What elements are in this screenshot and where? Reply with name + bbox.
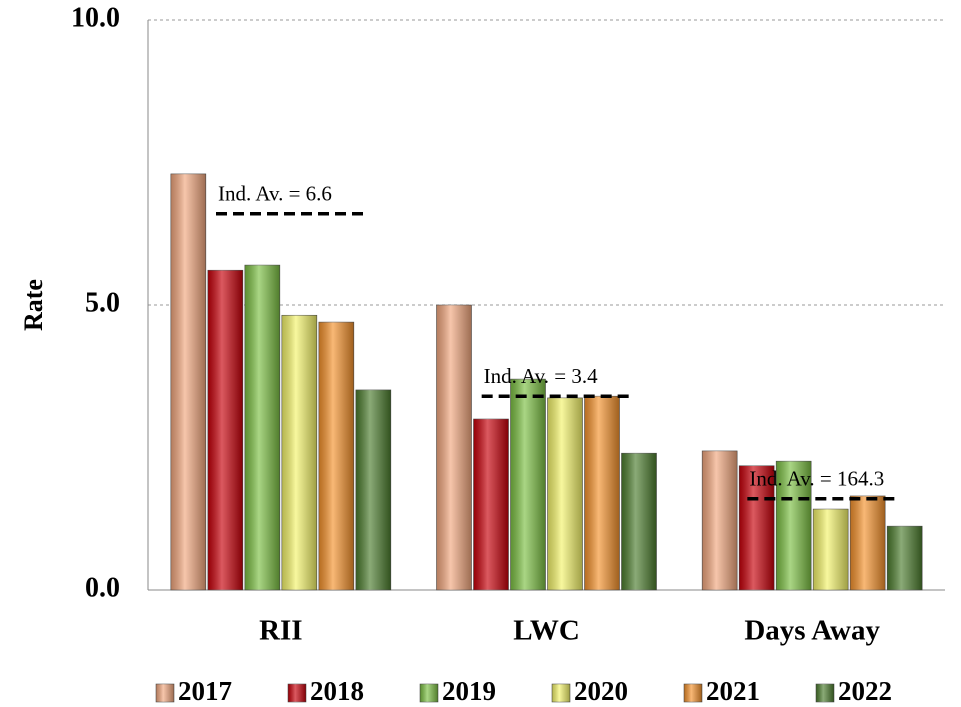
bar-shade xyxy=(776,461,812,590)
bar-shade xyxy=(584,396,620,590)
x-tick-label: LWC xyxy=(513,615,580,647)
legend-swatch-shade xyxy=(552,684,570,702)
x-tick-label: RII xyxy=(259,615,303,647)
legend-label: 2019 xyxy=(442,676,496,706)
bar-shade xyxy=(318,322,354,590)
legend-label: 2022 xyxy=(838,676,892,706)
bar-shade xyxy=(510,379,546,590)
legend-swatch-shade xyxy=(156,684,174,702)
bar-shade xyxy=(244,265,280,590)
legend-label: 2020 xyxy=(574,676,628,706)
annotation: Ind. Av. = 6.6 xyxy=(218,182,332,206)
x-tick-label: Days Away xyxy=(744,615,880,647)
legend-swatch-shade xyxy=(288,684,306,702)
bar-shade xyxy=(702,450,738,590)
annotation: Ind. Av. = 3.4 xyxy=(484,364,598,388)
legend-swatch-shade xyxy=(684,684,702,702)
legend-label: 2021 xyxy=(706,676,760,706)
bar-shade xyxy=(739,465,775,590)
y-tick-label: 10.0 xyxy=(71,2,120,33)
legend-label: 2017 xyxy=(178,676,232,706)
bar-shade xyxy=(281,315,317,590)
bar-shade xyxy=(813,509,849,590)
bar-shade xyxy=(621,453,657,590)
bar-shade xyxy=(850,495,886,590)
bar-shade xyxy=(547,397,583,590)
y-tick-label: 5.0 xyxy=(85,287,120,318)
annotation: Ind. Av. = 164.3 xyxy=(749,467,884,491)
bar-shade xyxy=(436,305,472,590)
bar-shade xyxy=(207,270,243,590)
bar-shade xyxy=(887,526,923,590)
legend-label: 2018 xyxy=(310,676,364,706)
legend-swatch-shade xyxy=(420,684,438,702)
bar-shade xyxy=(473,419,509,590)
y-tick-label: 0.0 xyxy=(85,572,120,603)
legend-swatch-shade xyxy=(816,684,834,702)
y-axis-label: Rate xyxy=(19,279,48,331)
bar-shade xyxy=(355,389,391,590)
bar-shade xyxy=(170,173,206,590)
